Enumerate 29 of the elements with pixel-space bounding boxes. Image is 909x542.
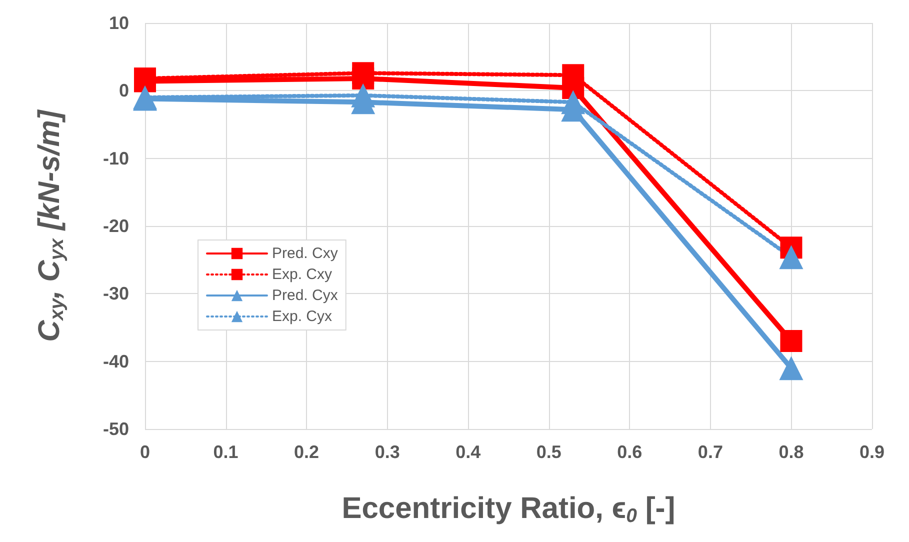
y-axis-title: Cxy, Cyx [kN-s/m] [33,109,68,342]
point [779,356,804,380]
legend-label: Pred. Cxy [272,245,338,262]
x-tick-label: 0.9 [859,442,885,462]
legend-label: Pred. Cyx [272,287,338,304]
y-tick-label: -10 [102,148,129,168]
x-tick-label: 0.3 [374,442,400,462]
y-tick-label: -50 [102,419,129,439]
point [779,245,804,270]
x-tick-label: 0.8 [778,442,804,462]
legend-label: Exp. Cxy [272,266,333,283]
point [351,83,376,108]
point [352,62,374,84]
x-tick-label: 0.5 [536,442,562,462]
x-tick-label: 0.4 [456,442,481,462]
y-tick-label: -20 [102,216,129,236]
y-tick-label: -30 [102,284,129,304]
legend-label: Exp. Cyx [272,308,333,325]
y-tick-label: 10 [108,13,129,33]
y-tick-label: 0 [118,80,129,101]
x-tick-label: 0.1 [213,442,238,462]
point [562,64,584,86]
point [780,330,802,352]
y-tick-label: -40 [102,351,129,372]
point [561,90,586,114]
x-tick-label: 0.7 [698,442,723,462]
x-tick-label: 0 [140,442,150,462]
x-tick-label: 0.2 [294,442,320,462]
x-tick-label: 0.6 [617,442,642,462]
